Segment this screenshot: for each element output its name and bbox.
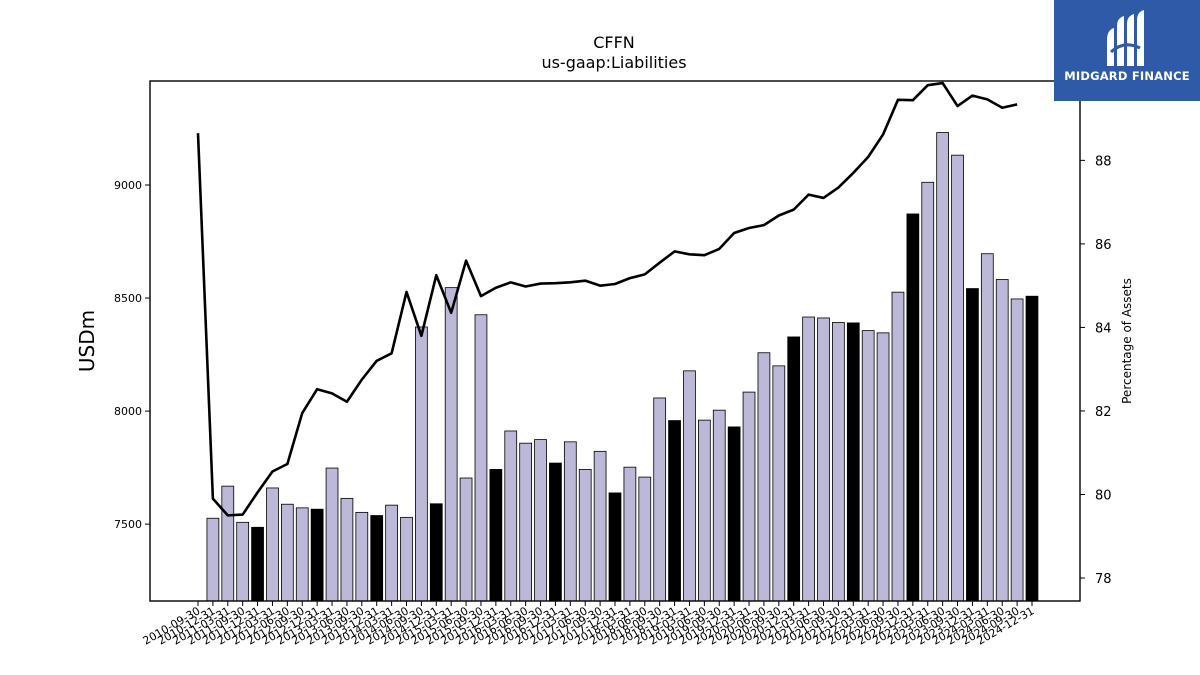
bar: [846, 322, 860, 602]
bar: [266, 487, 279, 602]
bar: [861, 330, 875, 602]
bar: [593, 450, 607, 602]
bar: [280, 503, 294, 602]
bar: [295, 507, 309, 602]
bar: [608, 492, 622, 602]
y-tick-label: 7500: [114, 518, 142, 531]
bar: [563, 441, 577, 602]
chart-title: CFFN: [593, 33, 635, 52]
y2-tick-label: 84: [1095, 321, 1112, 336]
bar-series: [206, 132, 1039, 602]
bar: [757, 352, 771, 602]
bar: [206, 517, 220, 602]
bar: [1010, 298, 1024, 602]
bar: [802, 316, 815, 602]
bar: [832, 322, 845, 602]
y2-tick-label: 86: [1095, 238, 1112, 253]
bar: [415, 326, 428, 602]
y2-axis-label: Percentage of Assets: [1120, 278, 1134, 404]
bar: [429, 503, 443, 602]
bar: [1025, 295, 1039, 602]
bar: [370, 515, 384, 602]
bar: [638, 476, 652, 602]
bar: [325, 467, 339, 602]
bar: [936, 132, 950, 602]
bar: [310, 508, 324, 602]
y-tick-label: 8500: [114, 292, 142, 305]
bar: [519, 442, 533, 602]
bar: [400, 516, 413, 602]
y2-tick-label: 80: [1095, 488, 1112, 503]
midgard-finance-logo: MIDGARD FINANCE: [1054, 0, 1200, 101]
bar: [787, 336, 801, 602]
bar: [891, 291, 905, 602]
y-axis-label: USDm: [75, 310, 99, 372]
bar: [355, 511, 369, 602]
y2-tick-label: 78: [1095, 572, 1112, 587]
bar: [995, 279, 1009, 602]
bar: [489, 469, 503, 602]
percentage-line-series: [196, 81, 1018, 517]
chart-subtitle: us-gaap:Liabilities: [541, 53, 686, 72]
y-tick-label: 8000: [114, 405, 142, 418]
y2-tick-label: 88: [1095, 154, 1112, 169]
bar: [504, 430, 518, 602]
bar: [772, 365, 786, 602]
logo-text: MIDGARD FINANCE: [1064, 69, 1190, 83]
percentage-line: [196, 81, 1018, 517]
bar: [251, 526, 264, 602]
logo-mark-icon: [1107, 10, 1144, 66]
bar: [623, 466, 637, 602]
bar: [653, 397, 667, 602]
bar: [221, 485, 235, 602]
bar: [385, 504, 398, 602]
bar: [578, 469, 592, 602]
bar: [534, 439, 547, 602]
bar: [876, 332, 890, 602]
bar: [444, 287, 458, 602]
left-axis-ticks: 7500 8000 8500 9000: [114, 179, 150, 531]
bar: [683, 370, 696, 602]
bar: [549, 462, 562, 602]
bar: [742, 391, 756, 602]
bar: [951, 154, 964, 602]
bar: [966, 288, 979, 602]
plot-frame: [149, 80, 1081, 602]
right-axis-ticks: 78 80 82 84 86 88: [1080, 154, 1112, 587]
bar: [474, 314, 488, 602]
bar: [236, 521, 250, 602]
x-axis-ticks: 2010-09-302010-12-312011-03-312011-09-30…: [141, 601, 1037, 648]
y2-tick-label: 82: [1095, 405, 1112, 420]
bar: [459, 477, 473, 602]
bar: [340, 497, 354, 602]
bar: [668, 420, 681, 602]
bar: [817, 317, 830, 602]
bar: [712, 409, 726, 602]
bar: [921, 181, 935, 602]
bar: [698, 419, 711, 602]
bar: [727, 426, 741, 602]
bar: [906, 213, 920, 602]
y-tick-label: 9000: [114, 179, 142, 192]
bar: [980, 253, 994, 602]
